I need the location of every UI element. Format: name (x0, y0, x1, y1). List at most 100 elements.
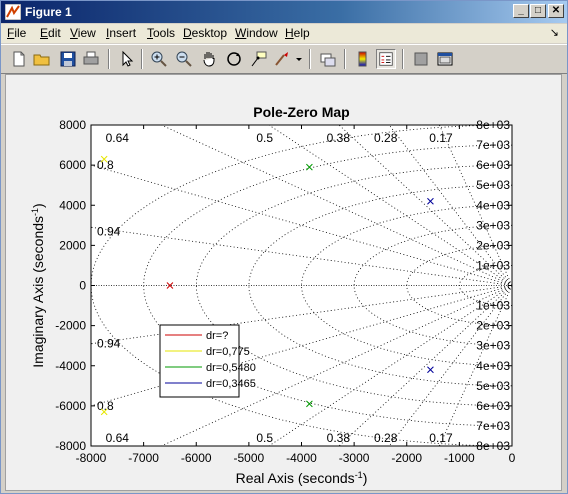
menu-tools[interactable]: Tools (147, 26, 176, 40)
toolbar-separator (344, 49, 346, 69)
axes: -8000 -7000 -6000 -5000 -4000 -3000 -2000 -1000… (55, 118, 515, 465)
minimize-button[interactable]: _ (513, 4, 529, 18)
y-tick-label: 8000 (59, 118, 86, 132)
freq-label: 5e+03 (476, 178, 510, 192)
x-tick-label: -6000 (181, 451, 212, 465)
menu-edit[interactable]: Edit (40, 26, 61, 40)
y-tick-label: -6000 (55, 399, 86, 413)
menu-file[interactable]: File (7, 26, 27, 40)
menu-view[interactable]: View (70, 26, 96, 40)
data-cursor-icon[interactable] (249, 49, 269, 69)
maximize-button[interactable]: □ (530, 4, 546, 18)
pole-marker (166, 282, 174, 289)
rotate-3d-icon[interactable] (224, 49, 244, 69)
damping-label: 0.38 (327, 131, 351, 145)
pole-marker (100, 408, 108, 416)
damping-ray (268, 125, 512, 286)
grid-labels: 0.64 0.64 0.5 0.5 0.38 0.38 0.28 0.28 0.17 0.17 0.… (97, 118, 510, 453)
freq-label: 3e+03 (476, 339, 510, 353)
y-tick-label: 0 (79, 279, 86, 293)
colorbar-icon[interactable] (353, 49, 373, 69)
damping-label: 0.5 (256, 431, 273, 445)
freq-label: 6e+03 (476, 399, 510, 413)
damping-label: 0.94 (97, 224, 121, 238)
y-tick-label: 4000 (59, 198, 86, 212)
y-tick-label: -4000 (55, 359, 86, 373)
menu-desktop[interactable]: Desktop (183, 26, 228, 40)
freq-label: 5e+03 (476, 379, 510, 393)
damping-label: 0.64 (106, 131, 130, 145)
menu-window[interactable]: Window (235, 26, 278, 40)
pan-hand-icon[interactable] (199, 49, 219, 69)
x-tick-label: -1000 (444, 451, 475, 465)
freq-label: 8e+03 (476, 439, 510, 453)
pole-marker (100, 155, 108, 163)
new-figure-icon[interactable] (9, 49, 29, 69)
freq-label: 4e+03 (476, 198, 510, 212)
matlab-figure-icon (5, 4, 21, 20)
toolbar-separator (108, 49, 110, 69)
toolbar-separator (402, 49, 404, 69)
pole-marker (427, 197, 434, 205)
damping-label: 0.28 (374, 431, 398, 445)
freq-label: 7e+03 (476, 419, 510, 433)
legend-entry: dr=0,5480 (206, 362, 256, 374)
pole-markers[interactable] (100, 155, 434, 416)
freq-label: 8e+03 (476, 118, 510, 132)
x-tick-label: -2000 (391, 451, 422, 465)
chevron-down-icon[interactable] (294, 49, 304, 69)
zoom-in-icon[interactable] (149, 49, 169, 69)
x-tick-label: 0 (509, 451, 516, 465)
damping-label: 0.17 (429, 131, 453, 145)
damping-ray (268, 285, 512, 446)
toolbar-separator (309, 49, 311, 69)
close-button[interactable]: ✕ (548, 4, 564, 18)
figure-canvas[interactable]: 0.64 0.64 0.5 0.5 0.38 0.38 0.28 0.28 0.17 0.17 0.… (5, 74, 562, 491)
freq-label: 6e+03 (476, 158, 510, 172)
damping-label: 0.94 (97, 337, 121, 351)
x-tick-label: -8000 (76, 451, 107, 465)
pole-marker (306, 163, 313, 171)
legend-entry: dr=0,3465 (206, 378, 256, 390)
menu-dock-arrow[interactable]: ↘ (549, 27, 559, 39)
x-tick-label: -3000 (339, 451, 370, 465)
save-icon[interactable] (58, 49, 78, 69)
print-icon[interactable] (81, 49, 101, 69)
freq-label: 4e+03 (476, 359, 510, 373)
legend[interactable]: dr=? dr=0,775 dr=0,5480 dr=0,3465 (159, 324, 256, 398)
y-tick-label: -8000 (55, 439, 86, 453)
pole-zero-map-chart[interactable]: 0.64 0.64 0.5 0.5 0.38 0.38 0.28 0.28 0.17 0.17 0.… (6, 75, 561, 490)
damping-label: 0.64 (106, 431, 130, 445)
show-plot-tools-icon[interactable] (435, 49, 455, 69)
x-tick-label: -7000 (128, 451, 159, 465)
damping-ray (160, 285, 512, 446)
figure-toolbar (1, 44, 567, 74)
edit-plot-arrow-icon[interactable] (117, 49, 137, 69)
freq-label: 3e+03 (476, 218, 510, 232)
menu-help[interactable]: Help (285, 26, 310, 40)
x-tick-label: -4000 (286, 451, 317, 465)
window-title: Figure 1 (25, 5, 72, 19)
damping-ray (438, 125, 512, 286)
zoom-out-icon[interactable] (174, 49, 194, 69)
pzmap-grid (91, 125, 512, 446)
link-plot-icon[interactable] (318, 49, 338, 69)
menu-insert[interactable]: Insert (106, 26, 137, 40)
y-tick-label: 6000 (59, 158, 86, 172)
menu-bar: File Edit View Insert Tools Desktop Wind… (1, 24, 567, 43)
pole-marker (427, 366, 434, 374)
legend-icon[interactable] (376, 49, 396, 69)
open-file-icon[interactable] (32, 49, 52, 69)
damping-label: 0.17 (429, 431, 453, 445)
y-tick-label: 2000 (59, 238, 86, 252)
damping-ray (91, 285, 512, 407)
toolbar-separator (141, 49, 143, 69)
y-axis-label: Imaginary Axis (seconds-1) (30, 203, 46, 367)
legend-entry: dr=0,775 (206, 346, 250, 358)
hide-plot-tools-icon[interactable] (411, 49, 431, 69)
brush-icon[interactable] (272, 49, 292, 69)
title-bar[interactable]: Figure 1 _ □ ✕ (1, 1, 567, 23)
damping-ray (160, 125, 512, 286)
freq-label: 1e+03 (476, 299, 510, 313)
